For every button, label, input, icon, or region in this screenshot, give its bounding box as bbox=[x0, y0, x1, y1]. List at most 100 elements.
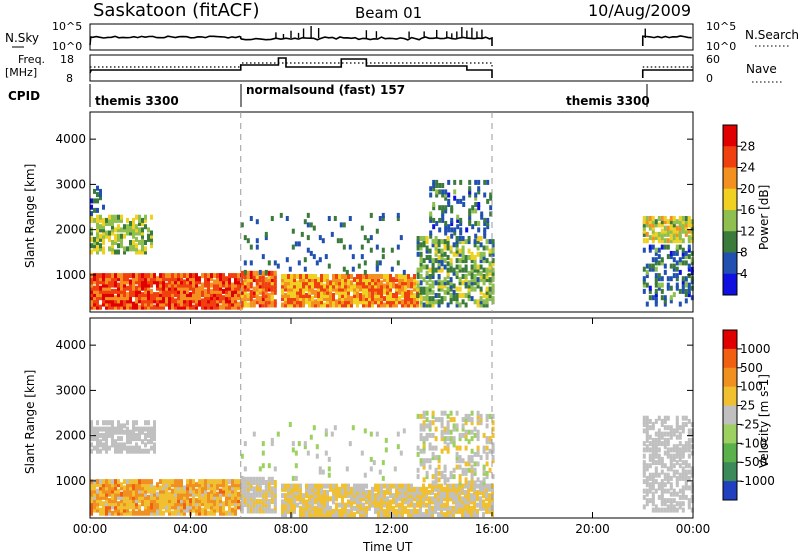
power-cell bbox=[96, 224, 99, 230]
power-cell bbox=[102, 273, 105, 279]
velocity-cell bbox=[446, 493, 449, 499]
velocity-cell bbox=[350, 508, 353, 514]
power-cell bbox=[117, 233, 120, 239]
y-tick-label: 2000 bbox=[55, 223, 86, 237]
power-cell bbox=[264, 302, 268, 308]
power-colorbar-swatch bbox=[723, 252, 737, 275]
power-cell bbox=[470, 286, 474, 292]
power-cell bbox=[174, 282, 177, 288]
power-cell bbox=[108, 233, 111, 239]
velocity-cell bbox=[126, 510, 129, 516]
velocity-cell bbox=[150, 485, 153, 491]
power-cell bbox=[362, 286, 365, 292]
power-cell bbox=[105, 295, 108, 301]
power-cell bbox=[444, 230, 448, 236]
velocity-cell bbox=[120, 436, 123, 442]
power-cell bbox=[153, 276, 156, 282]
velocity-cell bbox=[485, 455, 489, 461]
velocity-cell bbox=[311, 486, 314, 492]
power-cell bbox=[473, 264, 477, 270]
power-cell bbox=[375, 244, 379, 250]
power-cell bbox=[317, 286, 320, 292]
power-cell bbox=[183, 273, 186, 279]
velocity-cell bbox=[296, 493, 299, 499]
power-cell bbox=[135, 301, 138, 307]
velocity-cell bbox=[410, 489, 413, 495]
power-cell bbox=[228, 304, 231, 310]
velocity-cell bbox=[267, 508, 271, 514]
velocity-cell bbox=[392, 496, 395, 502]
velocity-cell bbox=[323, 502, 326, 508]
velocity-cell bbox=[473, 499, 476, 505]
power-cell bbox=[270, 299, 274, 305]
velocity-cell bbox=[464, 483, 467, 489]
velocity-cell bbox=[446, 445, 450, 451]
velocity-cell bbox=[384, 447, 388, 453]
power-cell bbox=[207, 273, 210, 279]
velocity-cell bbox=[386, 483, 389, 489]
power-cell bbox=[432, 224, 436, 230]
velocity-cell bbox=[249, 480, 253, 485]
power-cell bbox=[491, 267, 495, 273]
power-cell bbox=[657, 282, 661, 288]
velocity-cell bbox=[663, 507, 667, 513]
velocity-cell bbox=[261, 505, 265, 511]
power-cell bbox=[105, 304, 108, 310]
velocity-cell bbox=[461, 502, 464, 508]
power-cell bbox=[237, 276, 240, 282]
power-cell bbox=[431, 299, 435, 305]
power-cell bbox=[135, 285, 138, 291]
velocity-cell bbox=[126, 494, 129, 500]
power-cell bbox=[347, 293, 350, 298]
velocity-cell bbox=[93, 485, 96, 491]
power-cell bbox=[368, 277, 371, 283]
power-cell bbox=[642, 279, 646, 285]
velocity-cell bbox=[308, 483, 311, 489]
velocity-cell bbox=[240, 499, 244, 504]
power-cell bbox=[474, 192, 478, 198]
velocity-cell bbox=[273, 483, 277, 489]
power-cell bbox=[675, 285, 679, 291]
power-cell bbox=[666, 238, 670, 244]
power-cell bbox=[413, 296, 416, 302]
velocity-cell bbox=[341, 508, 344, 514]
power-cell bbox=[660, 238, 664, 244]
power-cell bbox=[660, 222, 664, 228]
velocity-cell bbox=[663, 431, 667, 437]
power-cell bbox=[455, 258, 459, 264]
power-cell bbox=[660, 282, 664, 288]
power-cell bbox=[672, 231, 676, 237]
velocity-cell bbox=[690, 422, 694, 427]
power-cell bbox=[392, 302, 395, 308]
power-cell bbox=[441, 208, 445, 214]
power-cell bbox=[126, 292, 129, 298]
velocity-cell bbox=[168, 494, 171, 500]
velocity-cell bbox=[99, 432, 102, 438]
power-cell bbox=[171, 285, 174, 291]
power-cell bbox=[645, 273, 649, 279]
power-cell bbox=[129, 292, 132, 298]
power-cell bbox=[377, 299, 380, 305]
velocity-cell bbox=[320, 496, 323, 502]
power-cell bbox=[485, 296, 489, 302]
power-cell bbox=[672, 235, 676, 241]
velocity-cell bbox=[684, 472, 688, 478]
power-cell bbox=[356, 283, 359, 289]
power-cell bbox=[464, 277, 468, 283]
velocity-cell bbox=[93, 445, 96, 451]
power-cell bbox=[108, 292, 111, 298]
power-cell bbox=[356, 280, 359, 286]
velocity-cell bbox=[114, 501, 117, 507]
velocity-cell bbox=[323, 505, 326, 511]
power-cell bbox=[111, 301, 114, 307]
velocity-cell bbox=[675, 482, 679, 488]
power-cell bbox=[311, 286, 314, 292]
power-cell bbox=[429, 186, 433, 192]
power-cell bbox=[201, 285, 204, 291]
power-cell bbox=[302, 289, 305, 295]
power-cell bbox=[252, 286, 256, 292]
power-cell bbox=[111, 298, 114, 304]
power-cell bbox=[135, 214, 138, 220]
velocity-cell bbox=[186, 482, 189, 488]
power-cell bbox=[362, 302, 365, 308]
